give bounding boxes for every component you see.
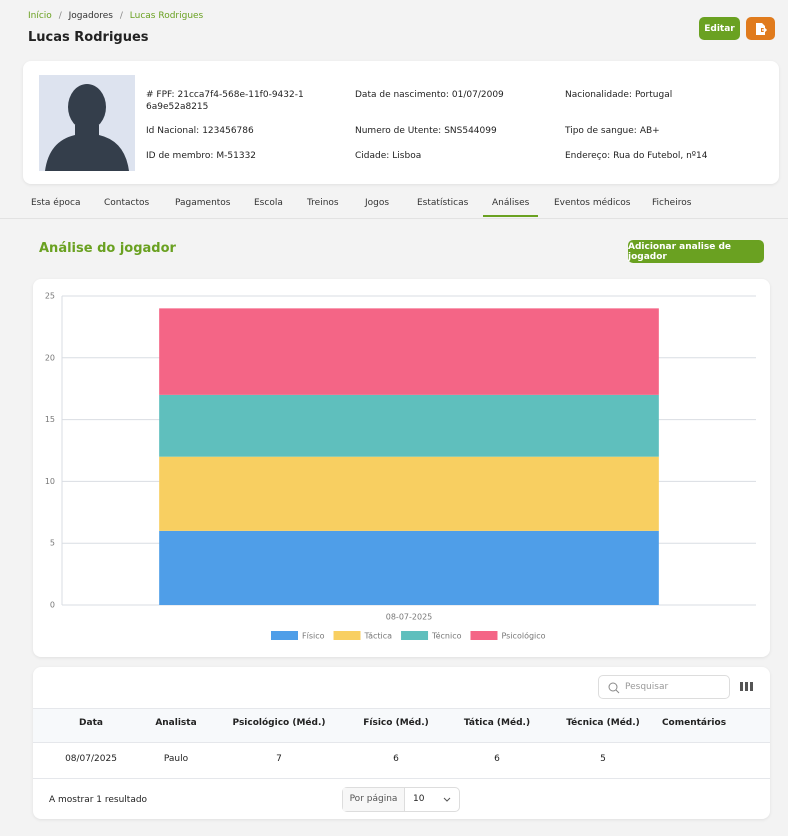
y-tick-label: 0 (50, 601, 55, 610)
tab[interactable]: Análises (483, 198, 539, 217)
field-value: AB+ (639, 126, 660, 136)
bar-segment (159, 456, 659, 531)
field-label: Data de nascimento: (355, 90, 449, 100)
bar-segment (159, 394, 659, 457)
table-header (33, 708, 770, 743)
profile-field: # FPF: 21cca7f4-568e-11f0-9432-16a9e52a82… (146, 89, 306, 113)
field-value: 21cca7f4-568e-11f0-9432-16a9e52a8215 (146, 90, 304, 112)
bar-segment (159, 530, 659, 605)
table-cell: 08/07/2025 (65, 754, 117, 764)
export-button[interactable] (746, 17, 775, 40)
y-tick-label: 20 (45, 353, 55, 362)
profile-field: Cidade: Lisboa (355, 150, 515, 162)
tab[interactable]: Eventos médicos (554, 198, 631, 208)
table-card: Pesquisar Data Analista Psicológico (Méd.)… (33, 667, 770, 819)
bar-segment (159, 308, 659, 395)
tab[interactable]: Estatísticas (417, 198, 469, 208)
column-header: Data (79, 718, 103, 728)
column-header: Tática (Méd.) (463, 718, 531, 728)
per-page-label: Por página (343, 788, 405, 811)
legend-swatch (401, 631, 429, 640)
column-header: Analista (155, 718, 197, 728)
profile-field: Nacionalidade: Portugal (565, 89, 725, 101)
legend-swatch (271, 631, 298, 640)
column-header: Psicológico (Méd.) (232, 718, 326, 728)
result-count: A mostrar 1 resultado (49, 795, 148, 805)
search-box[interactable]: Pesquisar (598, 675, 730, 699)
profile-field: Tipo de sangue: AB+ (565, 125, 725, 137)
breadcrumb-link[interactable]: Início (28, 11, 52, 21)
breadcrumb-link[interactable]: Jogadores (68, 11, 113, 21)
tab[interactable]: Treinos (307, 198, 339, 208)
field-value: Lisboa (392, 151, 422, 161)
table-cell: Paulo (163, 754, 189, 764)
field-value: 01/07/2009 (451, 90, 504, 100)
legend-swatch (333, 631, 361, 640)
tab[interactable]: Ficheiros (652, 198, 692, 208)
y-tick-label: 5 (50, 539, 55, 548)
legend-swatch (470, 631, 498, 640)
y-tick-label: 15 (45, 415, 55, 424)
field-label: Numero de Utente: (355, 126, 442, 136)
tab[interactable]: Jogos (365, 198, 390, 208)
field-label: Nacionalidade: (565, 90, 632, 100)
field-label: Cidade: (355, 151, 390, 161)
add-analysis-button[interactable]: Adicionar analise de jogador (628, 240, 764, 263)
columns-icon[interactable] (740, 681, 753, 692)
column-header: Comentários (661, 718, 727, 728)
field-value: Portugal (634, 90, 673, 100)
pagination: Por página 10 (342, 787, 460, 812)
field-label: ID de membro: (146, 151, 214, 161)
page-title: Lucas Rodrigues (28, 30, 149, 45)
field-value: 123456786 (202, 126, 254, 136)
breadcrumb: Início / Jogadores / Lucas Rodrigues (28, 11, 204, 21)
field-value: M-51332 (216, 151, 257, 161)
profile-card: # FPF: 21cca7f4-568e-11f0-9432-16a9e52a82… (23, 61, 779, 184)
legend-label: Físico (302, 632, 325, 641)
field-value: SNS544099 (444, 126, 497, 136)
tab-bar: Esta época Contactos Pagamentos Escola Trein… (0, 190, 788, 219)
field-label: Id Nacional: (146, 126, 200, 136)
field-label: # FPF: (146, 90, 175, 100)
column-header: Físico (Méd.) (363, 718, 429, 728)
table-cell: 7 (276, 754, 282, 764)
y-tick-label: 10 (45, 477, 55, 486)
avatar (39, 75, 135, 171)
section-title: Análise do jogador (39, 241, 176, 256)
field-label: Tipo de sangue: (565, 126, 637, 136)
search-icon (608, 682, 620, 694)
tab[interactable]: Esta época (31, 198, 81, 208)
table-cell: 6 (393, 754, 399, 764)
tab[interactable]: Contactos (104, 198, 150, 208)
table-cell: 6 (494, 754, 500, 764)
profile-field: Id Nacional: 123456786 (146, 125, 306, 137)
legend-label: Psicológico (501, 631, 545, 641)
profile-field: Numero de Utente: SNS544099 (355, 125, 515, 137)
column-header: Técnica (Méd.) (566, 718, 640, 728)
y-tick-label: 25 (45, 292, 55, 301)
legend-label: Táctica (364, 632, 393, 641)
field-value: Rua do Futebol, nº14 (613, 151, 708, 161)
chart-card: 0 5 10 15 20 25 08-07-2025 Físico Táctica Técnico… (33, 279, 770, 657)
search-placeholder: Pesquisar (625, 682, 669, 692)
profile-field: ID de membro: M-51332 (146, 150, 306, 162)
chart: 0 5 10 15 20 25 08-07-2025 Físico Táctica Técnico… (45, 292, 756, 641)
legend-label: Técnico (431, 631, 462, 641)
per-page-select[interactable]: 10 (413, 794, 425, 804)
breadcrumb-current: Lucas Rodrigues (129, 11, 204, 21)
tab[interactable]: Escola (254, 198, 283, 208)
row-divider (33, 778, 770, 779)
profile-field: Data de nascimento: 01/07/2009 (355, 89, 515, 101)
edit-button[interactable]: Editar (699, 17, 740, 40)
field-label: Endereço: (565, 151, 611, 161)
dropdown-arrow (443, 797, 451, 802)
tab[interactable]: Pagamentos (175, 198, 231, 208)
x-tick-label: 08-07-2025 (386, 613, 433, 622)
profile-field: Endereço: Rua do Futebol, nº14 (565, 150, 725, 162)
table-cell: 5 (600, 754, 606, 764)
export-icon (755, 22, 767, 35)
